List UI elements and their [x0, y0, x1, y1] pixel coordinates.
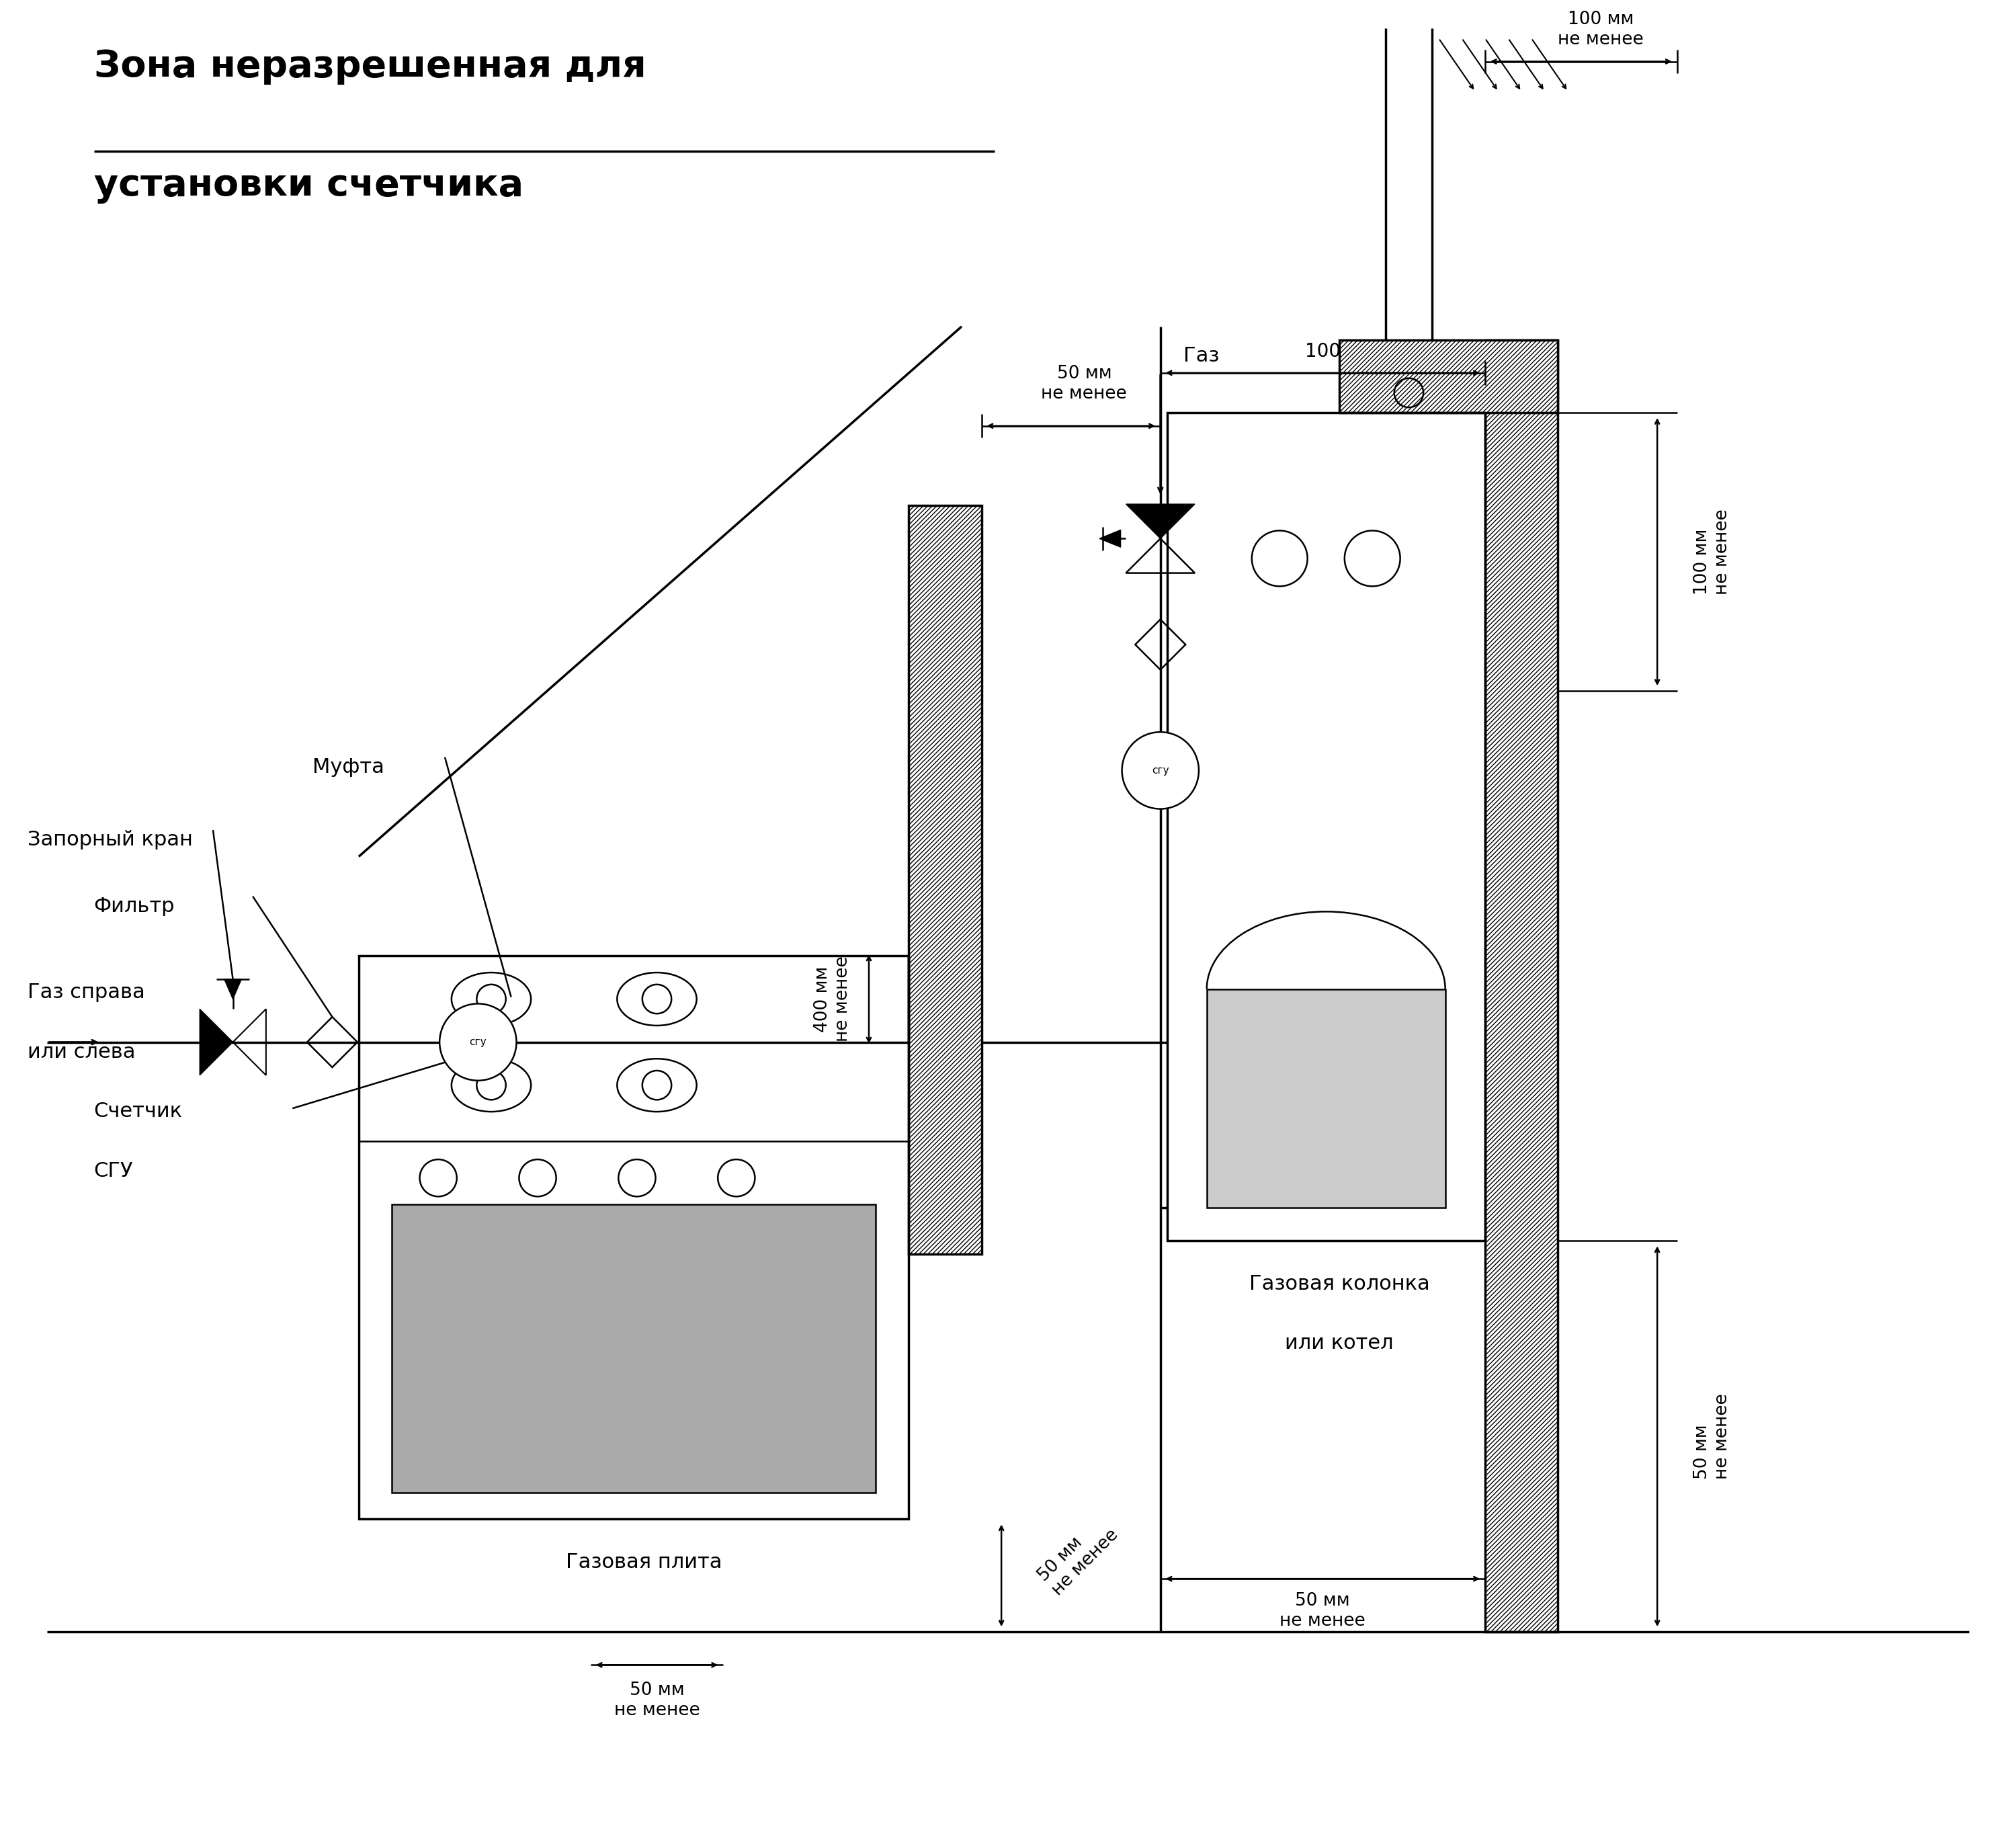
Polygon shape: [1099, 530, 1121, 547]
Polygon shape: [200, 1009, 234, 1075]
Text: СГУ: СГУ: [95, 1161, 133, 1181]
Text: 50 мм
не менее: 50 мм не менее: [1040, 364, 1127, 403]
Polygon shape: [1486, 339, 1558, 1633]
Text: сгу: сгу: [470, 1037, 486, 1048]
Polygon shape: [224, 978, 242, 998]
Text: Счетчик: Счетчик: [95, 1102, 183, 1121]
Text: 50 мм
не менее: 50 мм не менее: [1693, 1394, 1732, 1479]
Polygon shape: [1208, 989, 1445, 1208]
Text: Газ: Газ: [1183, 346, 1220, 366]
Text: Зона неразрешенная для: Зона неразрешенная для: [95, 47, 645, 84]
Text: Фильтр: Фильтр: [95, 896, 175, 916]
Text: Газовая колонка: Газовая колонка: [1250, 1274, 1429, 1294]
Circle shape: [439, 1004, 516, 1080]
Text: 400 мм
не менее: 400 мм не менее: [814, 957, 851, 1042]
Text: 50 мм
не менее: 50 мм не менее: [1280, 1592, 1365, 1629]
Polygon shape: [391, 1204, 875, 1492]
Text: Муфта: Муфта: [312, 758, 385, 776]
Text: 50 мм
не менее: 50 мм не менее: [1034, 1512, 1121, 1600]
Polygon shape: [1339, 339, 1558, 412]
Text: 100 мм
не менее: 100 мм не менее: [1558, 11, 1643, 47]
Circle shape: [1123, 732, 1200, 809]
Text: Газ справа: Газ справа: [28, 982, 145, 1002]
Text: 100 мм
не менее: 100 мм не менее: [1693, 508, 1732, 594]
Text: или слева: или слева: [28, 1042, 135, 1062]
Text: Газовая плита: Газовая плита: [566, 1552, 722, 1572]
Text: сгу: сгу: [1151, 765, 1169, 776]
Text: Запорный кран: Запорный кран: [28, 831, 194, 849]
Text: или котел: или котел: [1284, 1334, 1393, 1354]
Text: 100: 100: [1304, 343, 1341, 361]
Text: 50 мм
не менее: 50 мм не менее: [615, 1682, 700, 1720]
Text: установки счетчика: установки счетчика: [95, 168, 524, 204]
Polygon shape: [909, 505, 982, 1254]
Polygon shape: [1125, 505, 1195, 539]
